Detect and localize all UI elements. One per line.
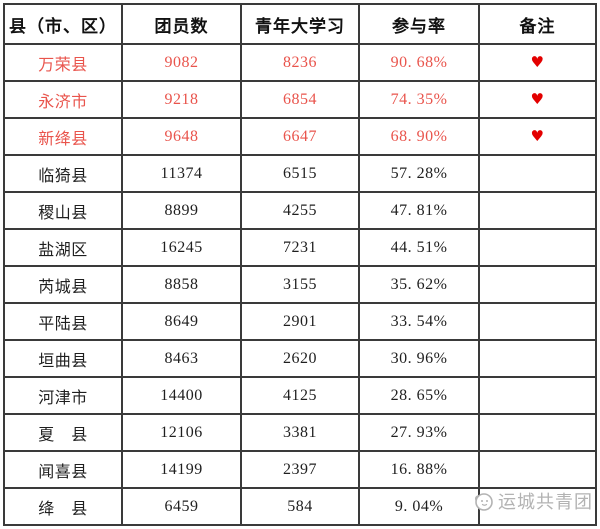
table-row: 盐湖区 16245 7231 44. 51% bbox=[5, 230, 595, 267]
remark-cell bbox=[480, 304, 595, 339]
remark-cell bbox=[480, 489, 595, 524]
members-count-cell: 12106 bbox=[123, 415, 242, 450]
remark-cell: ♥ bbox=[480, 45, 595, 80]
column-header-rate: 参与率 bbox=[360, 5, 480, 43]
county-cell: 万荣县 bbox=[5, 45, 123, 80]
members-count-cell: 11374 bbox=[123, 156, 242, 191]
study-count-cell: 4125 bbox=[242, 378, 360, 413]
study-count-cell: 2620 bbox=[242, 341, 360, 376]
participation-rate-cell: 44. 51% bbox=[360, 230, 480, 265]
study-count-cell: 6854 bbox=[242, 82, 360, 117]
participation-rate-cell: 90. 68% bbox=[360, 45, 480, 80]
column-header-remark: 备注 bbox=[519, 16, 556, 36]
remark-cell bbox=[480, 341, 595, 376]
heart-icon: ♥ bbox=[530, 90, 545, 108]
table-header-row: 县（市、区） 团员数 青年大学习 参与率 备注 bbox=[5, 5, 595, 45]
study-count-cell: 4255 bbox=[242, 193, 360, 228]
participation-rate-cell: 30. 96% bbox=[360, 341, 480, 376]
county-stats-table: 县（市、区） 团员数 青年大学习 参与率 备注 万荣县 9082 8236 90. 6… bbox=[3, 3, 597, 526]
column-header-study: 青年大学习 bbox=[242, 5, 360, 43]
participation-rate-cell: 9. 04% bbox=[360, 489, 480, 524]
study-count-cell: 7231 bbox=[242, 230, 360, 265]
county-cell: 河津市 bbox=[5, 378, 123, 413]
heart-icon: ♥ bbox=[530, 127, 545, 145]
remark-cell bbox=[480, 415, 595, 450]
participation-rate-cell: 35. 62% bbox=[360, 267, 480, 302]
study-count-cell: 6515 bbox=[242, 156, 360, 191]
table-row: 永济市 9218 6854 74. 35% ♥ bbox=[5, 82, 595, 119]
table-row: 闻喜县 14199 2397 16. 88% bbox=[5, 452, 595, 489]
study-count-cell: 2397 bbox=[242, 452, 360, 487]
county-cell: 绛 县 bbox=[5, 489, 123, 524]
study-count-cell: 8236 bbox=[242, 45, 360, 80]
county-cell: 稷山县 bbox=[5, 193, 123, 228]
table-row: 垣曲县 8463 2620 30. 96% bbox=[5, 341, 595, 378]
members-count-cell: 14400 bbox=[123, 378, 242, 413]
members-count-cell: 14199 bbox=[123, 452, 242, 487]
table-row: 绛 县 6459 584 9. 04% bbox=[5, 489, 595, 524]
table-row: 夏 县 12106 3381 27. 93% bbox=[5, 415, 595, 452]
members-count-cell: 9648 bbox=[123, 119, 242, 154]
study-count-cell: 3381 bbox=[242, 415, 360, 450]
county-cell: 永济市 bbox=[5, 82, 123, 117]
study-count-cell: 3155 bbox=[242, 267, 360, 302]
members-count-cell: 8858 bbox=[123, 267, 242, 302]
remark-cell: ♥ bbox=[480, 119, 595, 154]
table-row: 临猗县 11374 6515 57. 28% bbox=[5, 156, 595, 193]
table-body: 万荣县 9082 8236 90. 68% ♥ 永济市 9218 6854 74. 35% ♥ 新绛… bbox=[5, 45, 595, 524]
county-cell: 垣曲县 bbox=[5, 341, 123, 376]
members-count-cell: 9218 bbox=[123, 82, 242, 117]
remark-cell bbox=[480, 378, 595, 413]
members-count-cell: 8899 bbox=[123, 193, 242, 228]
column-header-members: 团员数 bbox=[123, 5, 242, 43]
table-row: 芮城县 8858 3155 35. 62% bbox=[5, 267, 595, 304]
study-count-cell: 2901 bbox=[242, 304, 360, 339]
participation-rate-cell: 74. 35% bbox=[360, 82, 480, 117]
county-cell: 闻喜县 bbox=[5, 452, 123, 487]
participation-rate-cell: 68. 90% bbox=[360, 119, 480, 154]
remark-cell bbox=[480, 452, 595, 487]
table-row: 新绛县 9648 6647 68. 90% ♥ bbox=[5, 119, 595, 156]
participation-rate-cell: 33. 54% bbox=[360, 304, 480, 339]
members-count-cell: 16245 bbox=[123, 230, 242, 265]
study-count-cell: 584 bbox=[242, 489, 360, 524]
study-count-cell: 6647 bbox=[242, 119, 360, 154]
participation-rate-cell: 28. 65% bbox=[360, 378, 480, 413]
heart-icon: ♥ bbox=[530, 53, 545, 71]
column-header-county: 县（市、区） bbox=[5, 5, 123, 43]
remark-cell bbox=[480, 156, 595, 191]
table-row: 平陆县 8649 2901 33. 54% bbox=[5, 304, 595, 341]
remark-cell: ♥ bbox=[480, 82, 595, 117]
participation-rate-cell: 47. 81% bbox=[360, 193, 480, 228]
members-count-cell: 8463 bbox=[123, 341, 242, 376]
remark-cell bbox=[480, 193, 595, 228]
county-cell: 盐湖区 bbox=[5, 230, 123, 265]
participation-rate-cell: 16. 88% bbox=[360, 452, 480, 487]
members-count-cell: 9082 bbox=[123, 45, 242, 80]
county-cell: 平陆县 bbox=[5, 304, 123, 339]
county-cell: 夏 县 bbox=[5, 415, 123, 450]
participation-rate-cell: 27. 93% bbox=[360, 415, 480, 450]
table-row: 万荣县 9082 8236 90. 68% ♥ bbox=[5, 45, 595, 82]
members-count-cell: 6459 bbox=[123, 489, 242, 524]
table-row: 河津市 14400 4125 28. 65% bbox=[5, 378, 595, 415]
members-count-cell: 8649 bbox=[123, 304, 242, 339]
participation-rate-cell: 57. 28% bbox=[360, 156, 480, 191]
county-cell: 新绛县 bbox=[5, 119, 123, 154]
remark-cell bbox=[480, 267, 595, 302]
county-cell: 芮城县 bbox=[5, 267, 123, 302]
county-cell: 临猗县 bbox=[5, 156, 123, 191]
table-row: 稷山县 8899 4255 47. 81% bbox=[5, 193, 595, 230]
remark-cell bbox=[480, 230, 595, 265]
